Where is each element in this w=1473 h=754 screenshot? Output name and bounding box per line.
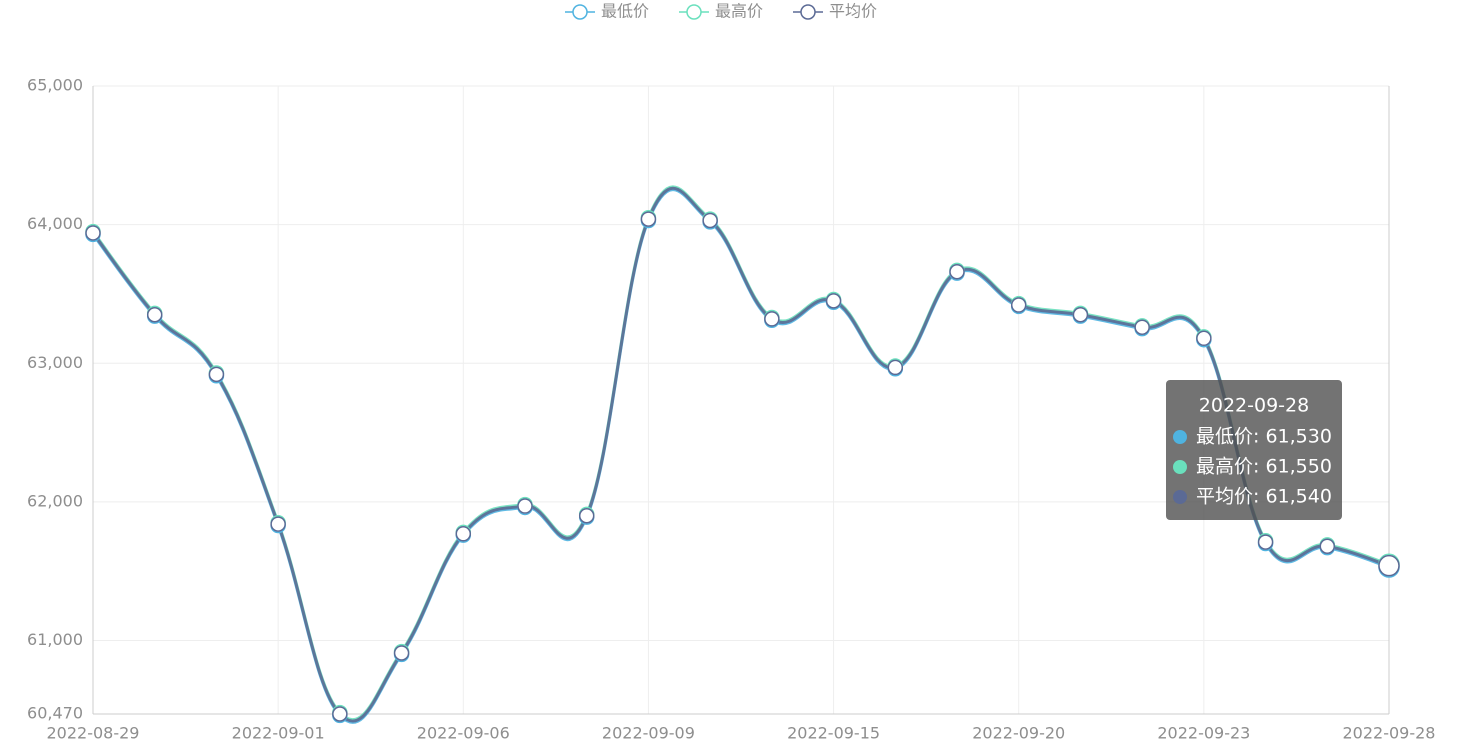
data-point: [1378, 554, 1400, 577]
legend-item: 最低价: [565, 2, 649, 21]
legend-item: 平均价: [793, 2, 877, 21]
x-tick-label: 2022-09-23: [1157, 724, 1250, 743]
data-point: [887, 359, 904, 376]
y-tick-label: 63,000: [27, 353, 83, 372]
data-point: [455, 526, 472, 542]
x-tick-label: 2022-09-09: [602, 724, 695, 743]
x-tick-label: 2022-08-29: [47, 724, 140, 743]
y-tick-label: 64,000: [27, 214, 83, 233]
data-point: [1196, 330, 1212, 347]
tooltip-title: 2022-09-28: [1199, 395, 1309, 417]
tooltip-dot: [1173, 430, 1187, 444]
legend-label: 最高价: [715, 2, 763, 21]
legend-item: 最高价: [679, 2, 763, 21]
data-point: [1010, 297, 1027, 313]
x-tick-label: 2022-09-01: [232, 724, 325, 743]
data-point: [146, 306, 163, 323]
x-tick-label: 2022-09-15: [787, 724, 880, 743]
data-point: [949, 264, 965, 280]
tooltip-item: 平均价: 61,540: [1196, 486, 1332, 508]
tooltip-box: [1166, 380, 1342, 520]
data-point: [702, 212, 718, 229]
data-point: [85, 225, 101, 241]
data-point: [517, 498, 533, 514]
data-point: [393, 645, 410, 661]
data-point: [1257, 534, 1274, 550]
data-point: [640, 211, 657, 227]
tooltip-item: 最高价: 61,550: [1196, 456, 1332, 478]
data-point: [270, 516, 286, 532]
legend-icon: [572, 4, 588, 20]
data-point: [1319, 538, 1336, 555]
legend-icon: [686, 4, 702, 20]
tooltip-dot: [1173, 490, 1187, 504]
y-tick-label: 62,000: [27, 491, 83, 510]
tooltip: 2022-09-28 最低价: 61,530 最高价: 61,550 平均价: 61,…: [1166, 380, 1342, 520]
series-line: [91, 186, 1390, 723]
data-point: [208, 366, 225, 383]
data-point: [1134, 319, 1150, 335]
tooltip-item: 最低价: 61,530: [1196, 426, 1332, 448]
x-tick-label: 2022-09-20: [972, 724, 1065, 743]
y-tick-label: 65,000: [27, 76, 83, 95]
tooltip-dot: [1173, 460, 1187, 474]
data-point: [1072, 306, 1089, 323]
data-point: [332, 706, 348, 722]
x-tick-label: 2022-09-06: [417, 724, 510, 743]
legend-label: 平均价: [829, 2, 877, 21]
y-tick-label: 61,000: [27, 630, 83, 649]
legend-icon: [800, 4, 816, 20]
x-tick-label: 2022-09-28: [1343, 724, 1436, 743]
y-tick-label: 60,470: [27, 704, 83, 723]
data-point: [578, 508, 595, 524]
legend-label: 最低价: [601, 2, 649, 21]
data-point: [764, 311, 780, 327]
data-point: [825, 293, 842, 309]
